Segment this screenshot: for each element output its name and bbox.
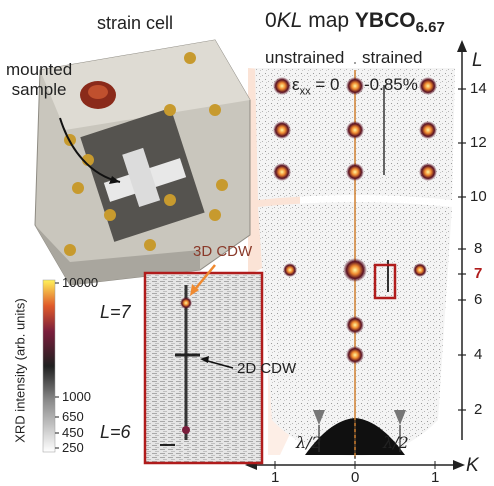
- axis-l-tick-12: 12: [470, 134, 487, 151]
- axis-l-tick-14: 14: [470, 80, 487, 97]
- axis-l-label: L: [472, 50, 483, 71]
- axis-k-label: K: [466, 455, 479, 476]
- axis-l-tick-6: 6: [474, 291, 483, 308]
- lambda-half-left: λ/2: [296, 433, 322, 452]
- colorbar-title: XRD intensity (arb. units): [12, 298, 28, 443]
- map-title-compound: YBCO: [354, 9, 416, 32]
- strain-zero-label: εxx = 0: [292, 75, 339, 97]
- epsilon-symbol: ε: [292, 75, 300, 94]
- colorbar-tick-650: 650: [62, 409, 84, 424]
- cdw-highlight-box: [373, 263, 397, 300]
- colorbar: [42, 279, 56, 453]
- strain-cell-illustration: [34, 39, 251, 286]
- axis-k-tick-left: 1: [271, 469, 280, 486]
- axis-l-tick-8: 8: [474, 240, 483, 257]
- inset-l6-label: L=6: [100, 422, 131, 442]
- colorbar-tick-450: 450: [62, 425, 84, 440]
- axis-k-tick-zero: 0: [351, 469, 360, 486]
- mounted-label-line2: sample: [11, 80, 67, 99]
- axis-l: [457, 40, 467, 440]
- strain-cell-title: strain cell: [97, 13, 174, 33]
- map-title-doping: 6.67: [415, 19, 445, 37]
- cdw-3d-label: 3D CDW: [193, 243, 253, 260]
- axis-l-tick-7: 7: [474, 265, 483, 282]
- map-title-prefix: 0: [265, 9, 277, 32]
- epsilon-value: = 0: [315, 75, 340, 94]
- axis-l-tick-2: 2: [474, 401, 483, 418]
- colorbar-tick-10000: 10000: [62, 275, 99, 290]
- epsilon-subscript: xx: [299, 85, 311, 98]
- unstrained-label: unstrained: [265, 48, 345, 67]
- inset-l7-label: L=7: [100, 302, 131, 322]
- mounted-label-line1: mounted: [6, 60, 73, 79]
- diffraction-map: [255, 68, 455, 458]
- strained-label: strained: [362, 48, 423, 67]
- lambda-half-right: λ/2: [383, 433, 409, 452]
- colorbar-tick-1000: 1000: [62, 389, 91, 404]
- strain-value-label: -0.85%: [364, 75, 418, 94]
- axis-l-tick-4: 4: [474, 346, 483, 363]
- colorbar-tick-250: 250: [62, 440, 84, 455]
- cdw-2d-label: 2D CDW: [237, 360, 297, 377]
- map-title-mid: map: [302, 9, 355, 32]
- axis-l-tick-10: 10: [470, 188, 487, 205]
- axis-k-tick-right: 1: [431, 469, 440, 486]
- mounted-sample-label: mounted sample: [6, 60, 72, 100]
- inset-zoom: [143, 264, 264, 465]
- map-title-axes: KL: [276, 9, 303, 32]
- map-title: 0KL map YBCO6.67: [265, 9, 445, 36]
